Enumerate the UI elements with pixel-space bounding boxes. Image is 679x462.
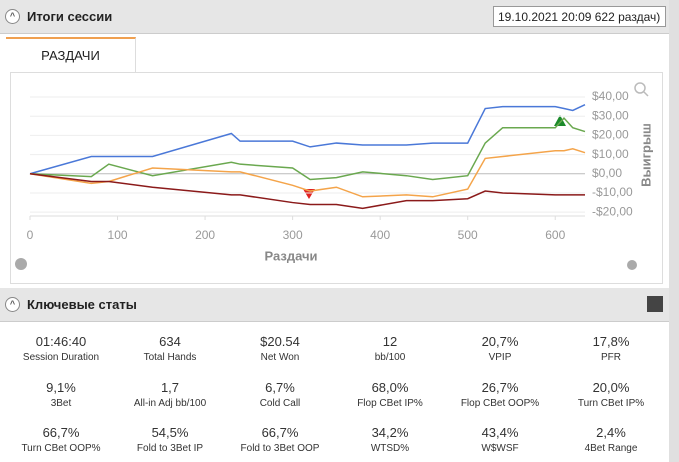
session-header[interactable]: ^ Итоги сессии 19.10.2021 20:09 622 разда… <box>0 0 669 34</box>
stat-label: Fold to 3Bet OOP <box>240 443 320 454</box>
series-line <box>29 173 585 210</box>
stat-label: Total Hands <box>143 352 197 363</box>
stat: 54,5% Fold to 3Bet IP <box>115 425 225 454</box>
chart-panel <box>10 72 663 284</box>
x-axis-title: Раздачи <box>264 248 317 263</box>
stat-value: 26,7% <box>481 380 519 395</box>
scrollbar[interactable] <box>669 0 679 462</box>
layout-button[interactable] <box>647 296 663 312</box>
stat-label: Flop CBet OOP% <box>460 398 540 409</box>
stat-label: W$WSF <box>481 443 519 454</box>
y-tick-label: $40,00 <box>592 89 629 103</box>
x-tick-label: 500 <box>458 228 478 242</box>
stat: $20.54 Net Won <box>225 334 335 363</box>
stat: 20,0% Turn CBet IP% <box>556 380 666 409</box>
stat: 34,2% WTSD% <box>335 425 445 454</box>
collapse-icon[interactable]: ^ <box>5 9 20 24</box>
y-tick-label: $0,00 <box>592 166 622 180</box>
stat-label: All-in Adj bb/100 <box>133 398 207 409</box>
stat: 68,0% Flop CBet IP% <box>335 380 445 409</box>
stat-value: 20,0% <box>592 380 630 395</box>
stats-header[interactable]: ^ Ключевые статы <box>0 288 669 322</box>
stat: 1,7 All-in Adj bb/100 <box>115 380 225 409</box>
x-tick-label: 300 <box>283 228 303 242</box>
y-tick-label: $10,00 <box>592 147 629 161</box>
stat-label: Session Duration <box>22 352 100 363</box>
series-line <box>29 148 586 198</box>
stat: 66,7% Fold to 3Bet OOP <box>225 425 335 454</box>
stat-label: Cold Call <box>259 398 301 409</box>
stat-value: 43,4% <box>481 425 519 440</box>
tab[interactable]: РАЗДАЧИ <box>6 37 136 72</box>
y-axis-title: Выигрыш <box>638 123 653 187</box>
stat-label: VPIP <box>488 352 512 363</box>
settings-icon[interactable] <box>15 258 27 270</box>
stat: 17,8% PFR <box>556 334 666 363</box>
y-tick-label: $30,00 <box>592 108 629 122</box>
y-tick-label: $20,00 <box>592 128 629 142</box>
stat-value: $20.54 <box>260 334 300 349</box>
stat: 43,4% W$WSF <box>445 425 555 454</box>
x-tick-label: 400 <box>370 228 390 242</box>
zoom-icon[interactable] <box>634 82 646 94</box>
stat: 20,7% VPIP <box>445 334 555 363</box>
series-line <box>29 117 586 181</box>
series-line <box>29 103 586 175</box>
info-icon[interactable] <box>627 260 637 270</box>
stat-value: 66,7% <box>261 425 299 440</box>
stat-value: 12 <box>382 334 398 349</box>
stat-value: 34,2% <box>371 425 409 440</box>
stat-value: 9,1% <box>46 380 76 395</box>
stat: 66,7% Turn CBet OOP% <box>6 425 116 454</box>
x-tick-label: 200 <box>195 228 215 242</box>
stat: 01:46:40 Session Duration <box>6 334 116 363</box>
chart: Раздачи Выигрыш $40,00 $30,00 $20,00 $10,00… <box>15 82 653 270</box>
collapse-icon[interactable]: ^ <box>5 297 20 312</box>
stat-label: Turn CBet IP% <box>577 398 645 409</box>
stat-label: Fold to 3Bet IP <box>136 443 204 454</box>
x-tick-label: 0 <box>27 228 34 242</box>
stat-label: PFR <box>601 352 621 363</box>
stat: 26,7% Flop CBet OOP% <box>445 380 555 409</box>
max-marker <box>554 115 566 126</box>
stat-label: Net Won <box>260 352 300 363</box>
stat-value: 634 <box>159 334 181 349</box>
stat-value: 17,8% <box>592 334 630 349</box>
stat-value: 6,7% <box>265 380 295 395</box>
stat: 9,1% 3Bet <box>6 380 116 409</box>
y-tick-label: -$10,00 <box>592 185 633 199</box>
zoom-icon[interactable] <box>643 91 649 97</box>
stat-label: Turn CBet OOP% <box>21 443 101 454</box>
x-tick-label: 100 <box>108 228 128 242</box>
stat-label: bb/100 <box>374 352 406 363</box>
y-tick-label: -$20,00 <box>592 204 633 218</box>
stat-label: 3Bet <box>50 398 72 409</box>
stat-value: 66,7% <box>42 425 80 440</box>
x-tick-label: 600 <box>545 228 565 242</box>
header-title: Итоги сессии <box>27 9 113 24</box>
stat-value: 20,7% <box>481 334 519 349</box>
stat-value: 01:46:40 <box>35 334 87 349</box>
stat-label: WTSD% <box>370 443 410 454</box>
stat-label: Flop CBet IP% <box>357 398 423 409</box>
stat-label: 4Bet Range <box>584 443 638 454</box>
session-select[interactable]: 19.10.2021 20:09 622 раздач) <box>493 6 666 27</box>
stat-value: 1,7 <box>160 380 180 395</box>
stat: 6,7% Cold Call <box>225 380 335 409</box>
stats-title: Ключевые статы <box>27 297 137 312</box>
stat: 12 bb/100 <box>335 334 445 363</box>
stat-value: 68,0% <box>371 380 409 395</box>
stat-value: 2,4% <box>596 425 626 440</box>
stat: 634 Total Hands <box>115 334 225 363</box>
stat-value: 54,5% <box>151 425 189 440</box>
stat: 2,4% 4Bet Range <box>556 425 666 454</box>
